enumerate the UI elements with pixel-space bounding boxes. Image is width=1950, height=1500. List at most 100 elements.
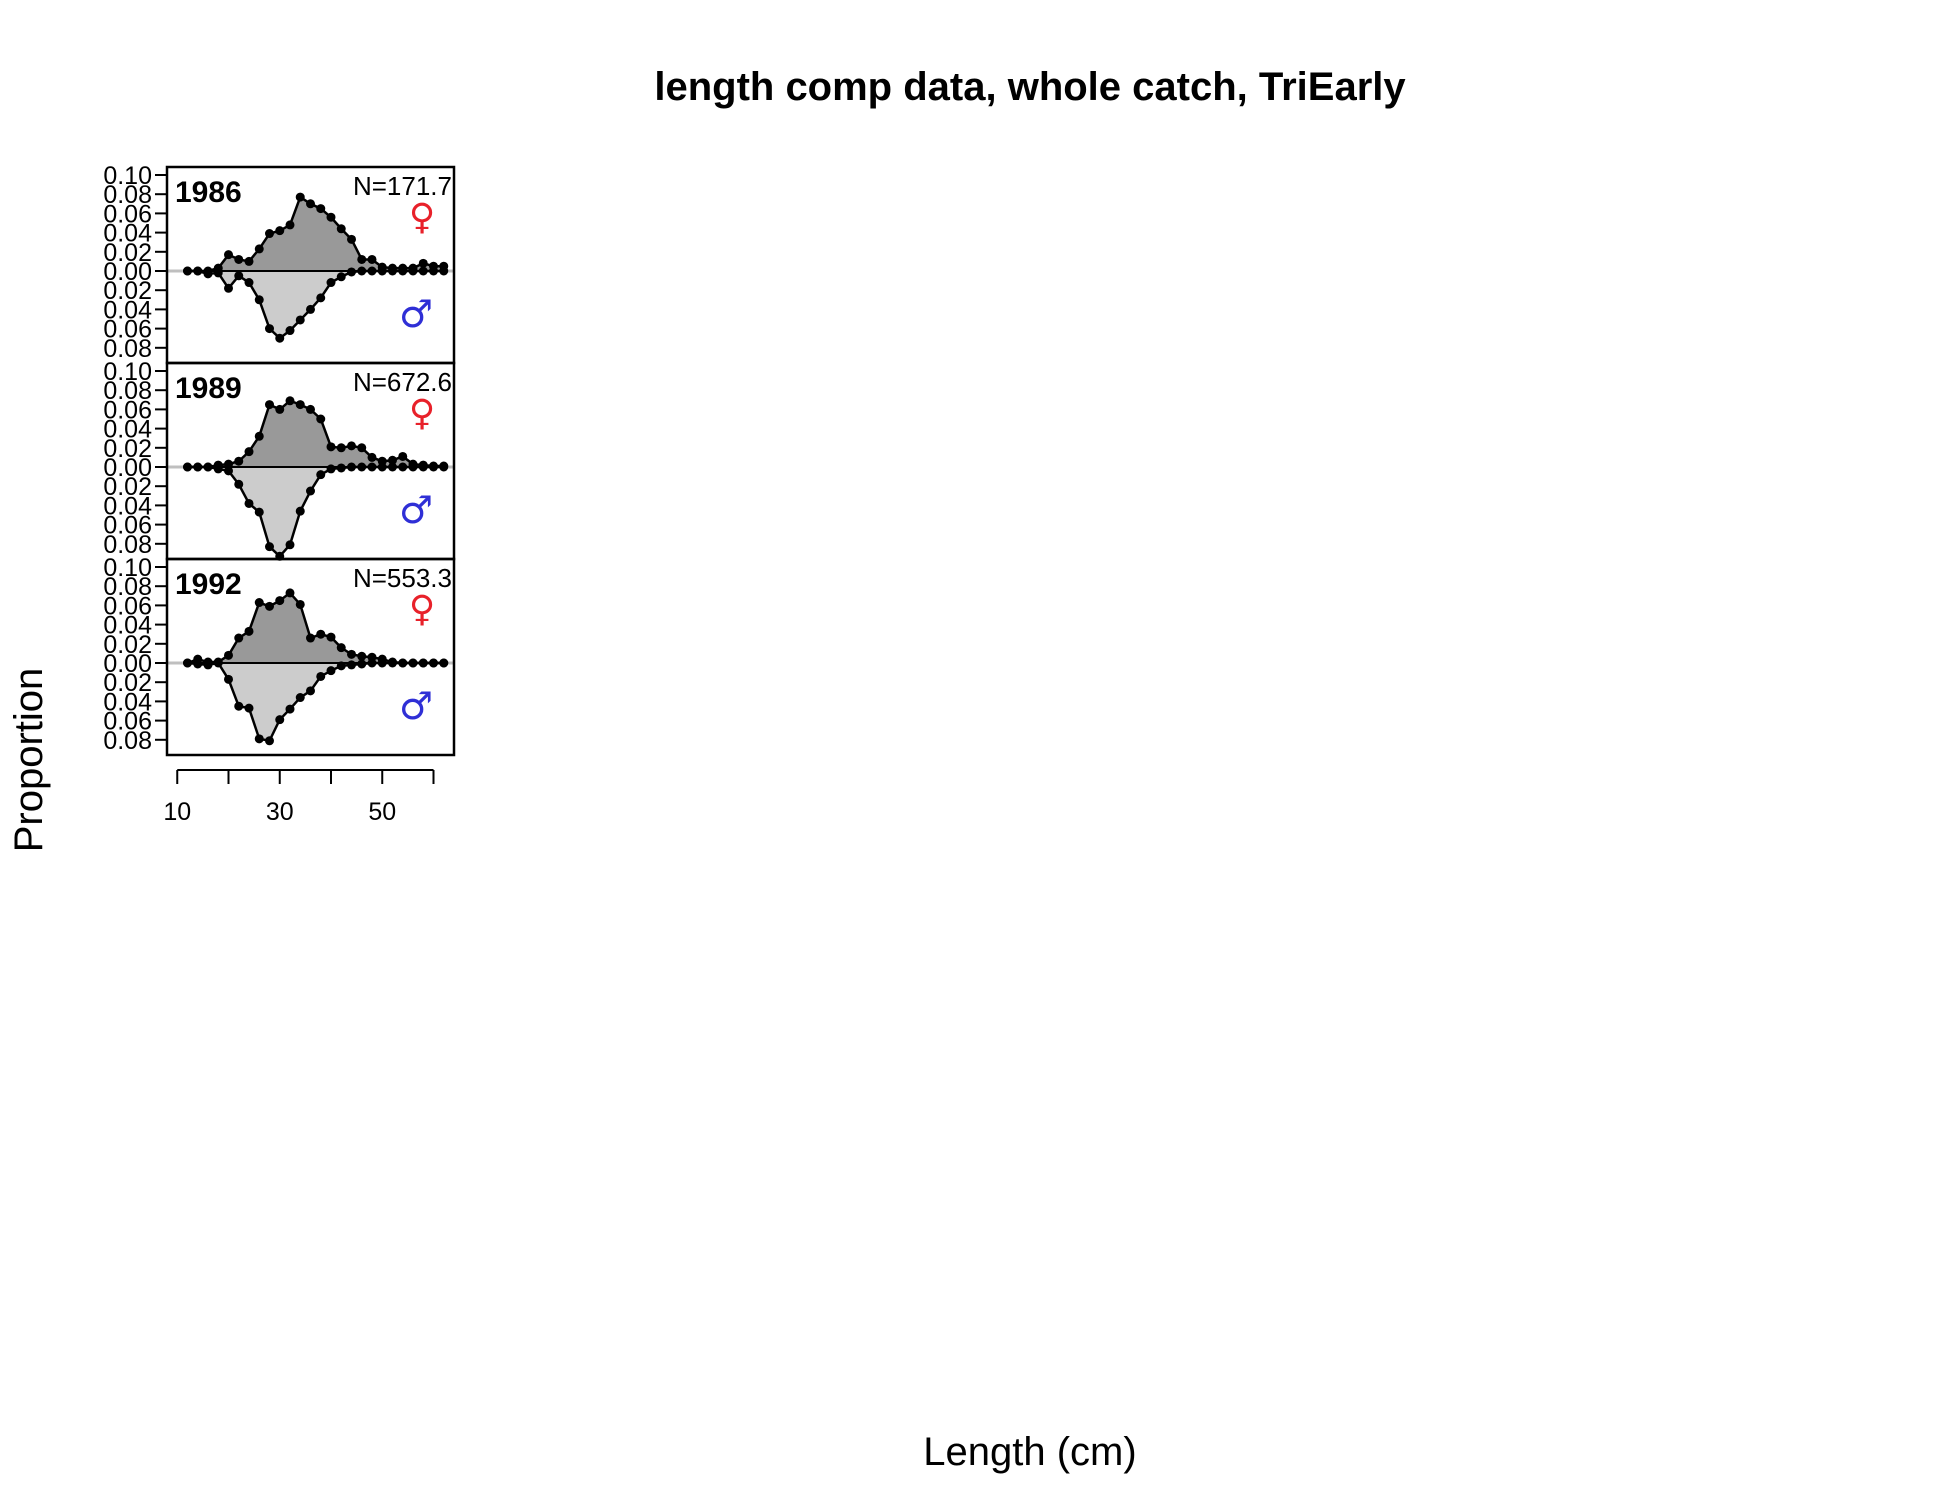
male-point	[285, 704, 295, 714]
male-point	[295, 693, 305, 703]
female-point	[418, 258, 428, 268]
y-axis-label: Proportion	[7, 668, 51, 853]
male-point	[429, 462, 438, 472]
y-tick-label: 0.04	[103, 416, 152, 444]
male-point	[326, 464, 336, 474]
female-point	[254, 244, 264, 254]
male-point	[336, 661, 346, 671]
female-point	[316, 414, 326, 424]
male-point	[234, 479, 244, 489]
male-area	[187, 663, 444, 741]
panel-year-label: 1992	[175, 568, 242, 601]
female-point	[285, 396, 295, 406]
male-point	[429, 266, 438, 276]
male-point	[193, 266, 203, 276]
y-tick-label: 0.10	[103, 554, 152, 582]
female-point	[326, 442, 336, 452]
y-tick-label: 0.06	[103, 200, 152, 228]
female-point	[234, 633, 244, 643]
female-point	[224, 459, 233, 469]
female-symbol-icon: ♀	[409, 589, 435, 630]
male-point	[336, 272, 346, 282]
female-point	[316, 204, 326, 214]
female-point	[326, 212, 336, 222]
y-tick-label: 0.00	[103, 454, 152, 482]
panel-frame	[165, 557, 456, 757]
male-point	[439, 658, 449, 668]
male-point	[347, 462, 356, 472]
female-point	[295, 400, 305, 410]
female-point	[336, 224, 346, 234]
chart-title: length comp data, whole catch, TriEarly	[654, 65, 1406, 109]
male-symbol-icon: ♂	[399, 684, 433, 728]
x-tick-label: 50	[368, 798, 396, 826]
y-tick-label: 0.02	[103, 239, 152, 267]
male-point	[367, 266, 377, 276]
male-point	[254, 507, 264, 517]
y-tick-label: 0.04	[103, 296, 152, 324]
male-point	[183, 266, 192, 276]
male-point	[244, 703, 254, 713]
male-point	[244, 278, 254, 288]
male-point	[398, 462, 408, 472]
y-tick-label: 0.06	[103, 512, 152, 540]
male-point	[306, 486, 315, 496]
male-point	[408, 658, 418, 668]
male-point	[357, 266, 367, 276]
panels-group: 0.100.080.060.040.020.000.020.040.060.08…	[103, 162, 456, 757]
y-tick-label: 0.10	[103, 358, 152, 386]
male-point	[357, 659, 367, 669]
y-tick-label: 0.10	[103, 162, 152, 190]
female-point	[316, 629, 326, 639]
male-point	[275, 715, 285, 725]
female-area	[187, 197, 444, 271]
male-symbol-icon: ♂	[399, 488, 433, 532]
y-tick-label: 0.08	[103, 531, 152, 559]
male-point	[254, 734, 264, 744]
male-point	[265, 542, 274, 552]
male-point	[213, 268, 223, 278]
x-tick-label: 10	[163, 798, 191, 826]
male-area	[187, 467, 444, 557]
female-point	[234, 254, 244, 264]
y-tick-label: 0.02	[103, 277, 152, 305]
male-point	[388, 462, 397, 472]
panel-1989: 0.100.080.060.040.020.000.020.040.060.08…	[103, 358, 456, 561]
male-point	[408, 462, 418, 472]
male-point	[316, 671, 326, 681]
male-point	[254, 295, 264, 305]
male-symbol-icon: ♂	[399, 292, 433, 336]
female-point	[285, 588, 295, 598]
y-tick-label: 0.04	[103, 612, 152, 640]
y-tick-label: 0.08	[103, 335, 152, 363]
male-point	[224, 283, 233, 293]
x-axis-label: Length (cm)	[923, 1430, 1136, 1474]
y-tick-label: 0.02	[103, 631, 152, 659]
male-point	[306, 304, 315, 314]
male-point	[295, 506, 305, 516]
female-point	[367, 254, 377, 264]
y-tick-label: 0.02	[103, 669, 152, 697]
female-symbol-icon: ♀	[409, 197, 435, 238]
male-point	[234, 701, 244, 711]
male-point	[193, 659, 203, 669]
female-point	[224, 250, 233, 260]
female-point	[357, 443, 367, 453]
male-point	[234, 271, 244, 281]
female-symbol-icon: ♀	[409, 393, 435, 434]
male-point	[285, 540, 295, 550]
y-tick-label: 0.06	[103, 396, 152, 424]
female-point	[347, 234, 356, 244]
y-tick-label: 0.08	[103, 573, 152, 601]
female-point	[336, 443, 346, 453]
male-point	[398, 266, 408, 276]
male-point	[183, 462, 192, 472]
male-point	[265, 736, 274, 746]
male-point	[388, 658, 397, 668]
female-point	[244, 256, 254, 266]
female-point	[295, 599, 305, 609]
female-point	[265, 400, 274, 410]
male-point	[418, 462, 428, 472]
female-point	[265, 229, 274, 239]
